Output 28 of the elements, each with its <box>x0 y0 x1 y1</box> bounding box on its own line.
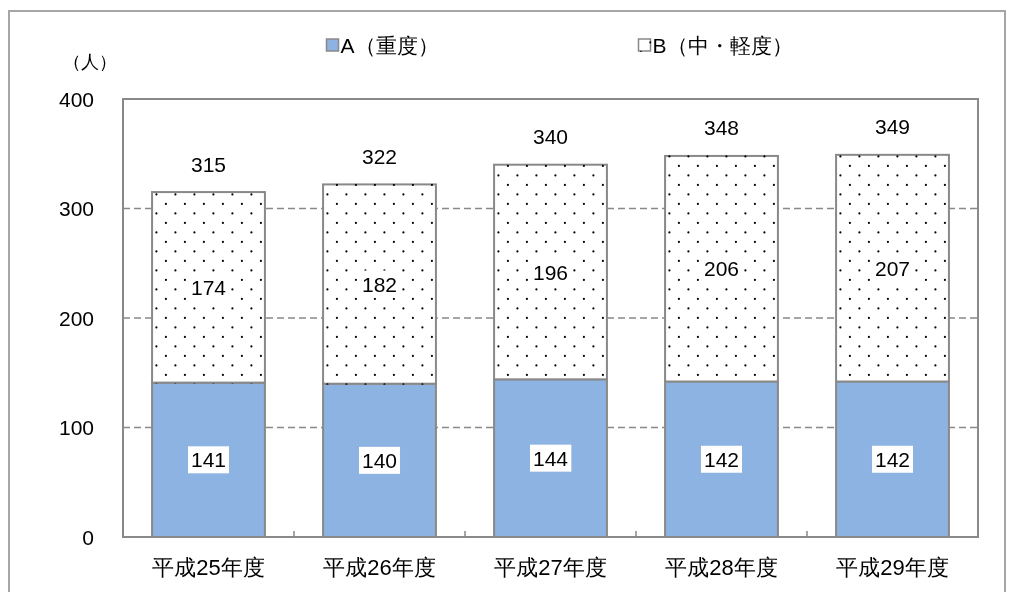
data-label: 207 <box>874 256 911 280</box>
total-label: 315 <box>190 152 227 176</box>
total-label: 340 <box>532 125 569 149</box>
data-label: 142 <box>874 447 911 471</box>
data-label: 196 <box>532 260 569 284</box>
total-label: 349 <box>874 115 911 139</box>
legend-label: A（重度） <box>340 33 439 57</box>
data-label: 140 <box>361 448 398 472</box>
y-tick-label: 400 <box>58 87 94 111</box>
y-tick-label: 0 <box>82 525 94 549</box>
total-label: 348 <box>703 116 740 140</box>
data-label: 174 <box>190 275 227 299</box>
x-tick-label: 平成28年度 <box>665 554 778 580</box>
x-tick-label: 平成29年度 <box>836 554 949 580</box>
data-label: 182 <box>361 272 398 296</box>
y-axis-title: （人） <box>63 52 117 72</box>
y-tick-label: 200 <box>58 306 94 330</box>
x-tick-label: 平成26年度 <box>323 554 436 580</box>
y-tick-label: 300 <box>58 197 94 220</box>
total-label: 322 <box>361 144 398 168</box>
legend-label: B（中・軽度） <box>652 33 793 57</box>
data-label: 144 <box>532 446 569 470</box>
x-tick-label: 平成25年度 <box>152 554 265 580</box>
data-label: 141 <box>190 448 227 472</box>
x-tick-label: 平成27年度 <box>494 554 607 580</box>
data-label: 142 <box>703 447 740 471</box>
data-label: 206 <box>703 257 740 281</box>
y-tick-label: 100 <box>58 416 94 439</box>
